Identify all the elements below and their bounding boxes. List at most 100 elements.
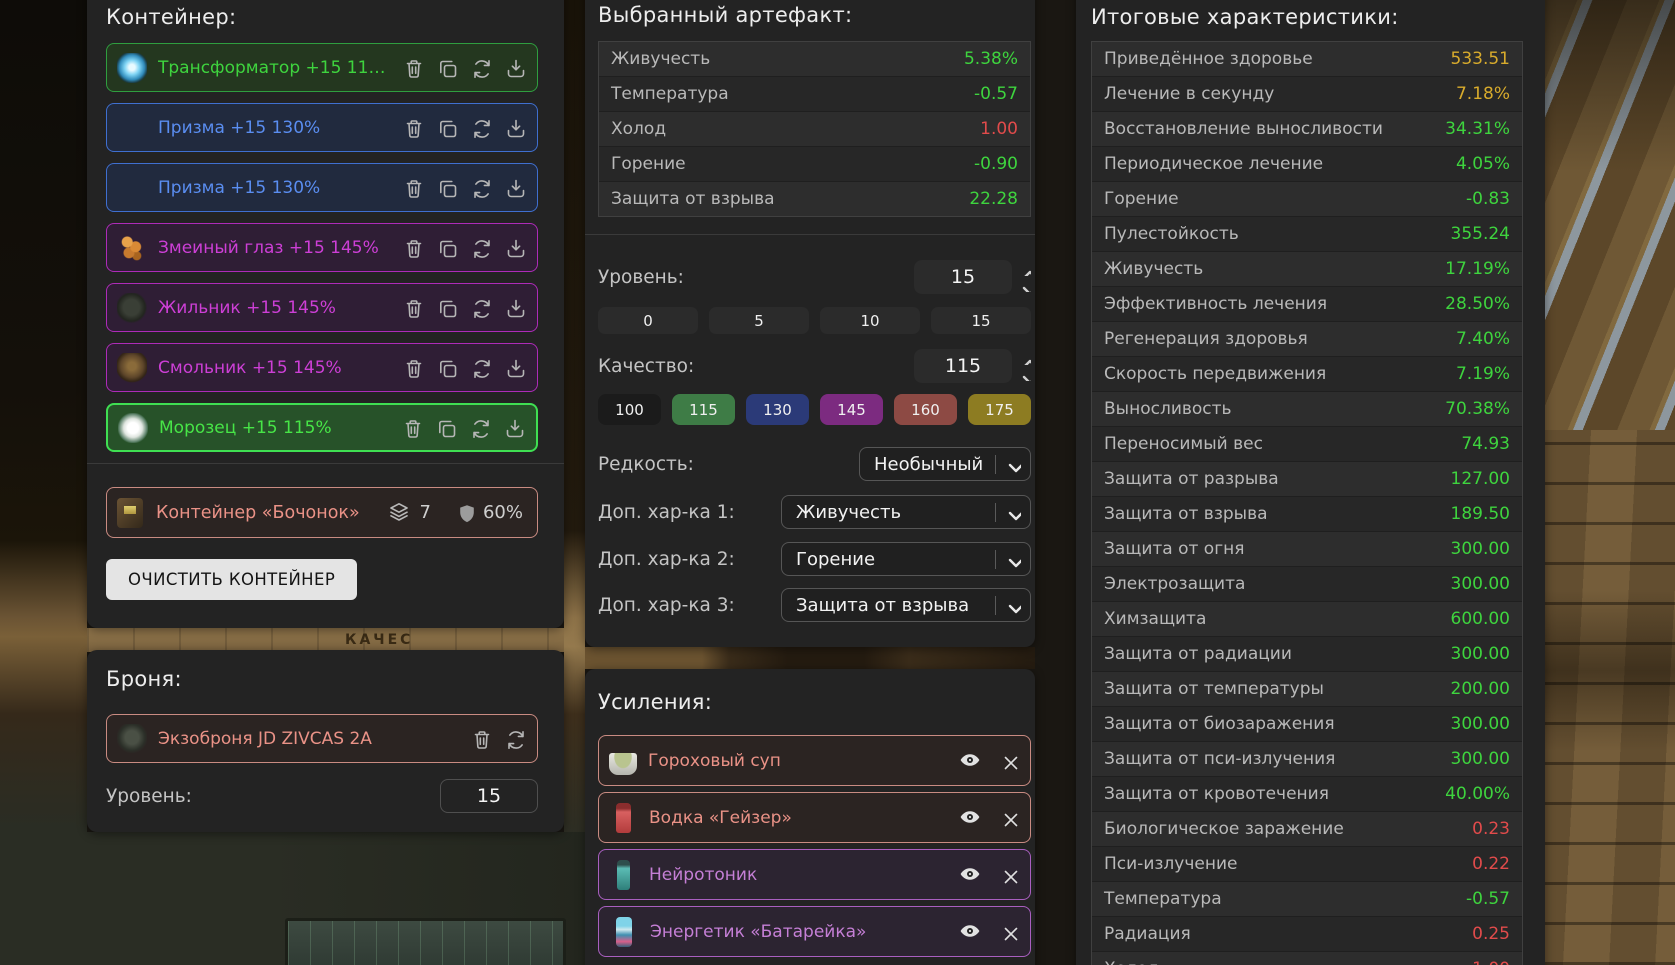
total-row: Температура -0.57 bbox=[1092, 882, 1522, 917]
quality-preset-160[interactable]: 160 bbox=[894, 394, 957, 425]
toggle-visibility-button[interactable] bbox=[958, 748, 983, 773]
copy-item-button[interactable] bbox=[436, 117, 457, 138]
reroll-item-button[interactable] bbox=[470, 57, 491, 78]
delete-armor-button[interactable] bbox=[470, 728, 491, 749]
copy-item-button[interactable] bbox=[436, 297, 457, 318]
reroll-item-button[interactable] bbox=[470, 297, 491, 318]
delete-item-button[interactable] bbox=[402, 357, 423, 378]
load-item-button[interactable] bbox=[504, 177, 525, 198]
quality-preset-100[interactable]: 100 bbox=[598, 394, 661, 425]
refresh-icon bbox=[474, 359, 490, 378]
chevron-down-icon bbox=[1008, 558, 1021, 567]
load-item-button[interactable] bbox=[504, 297, 525, 318]
container-info-row[interactable]: Контейнер «Бочонок» 7 60% bbox=[106, 487, 538, 538]
delete-item-button[interactable] bbox=[402, 57, 423, 78]
chevron-down-icon[interactable] bbox=[1018, 368, 1031, 381]
total-row: Пси-излучение 0.22 bbox=[1092, 847, 1522, 882]
chevron-up-icon[interactable] bbox=[1018, 352, 1031, 365]
quality-preset-115[interactable]: 115 bbox=[672, 394, 735, 425]
boost-vodka-geyser[interactable]: Водка «Гейзер» bbox=[598, 792, 1031, 843]
boost-neurotonic[interactable]: Нейротоник bbox=[598, 849, 1031, 900]
load-item-button[interactable] bbox=[503, 417, 524, 438]
quality-preset-145[interactable]: 145 bbox=[820, 394, 883, 425]
copy-icon bbox=[439, 120, 457, 138]
total-row: Защита от температуры 200.00 bbox=[1092, 672, 1522, 707]
boost-energy-drink[interactable]: Энергетик «Батарейка» bbox=[598, 906, 1031, 957]
background-wood-planks-bottom bbox=[1545, 430, 1675, 965]
remove-boost-button[interactable] bbox=[999, 808, 1018, 827]
refresh-icon bbox=[474, 120, 490, 138]
copy-item-button[interactable] bbox=[436, 57, 457, 78]
container-item-smolnik[interactable]: Смольник +15 145% bbox=[106, 343, 538, 392]
item-label: Трансформатор +15 115% bbox=[158, 57, 391, 78]
copy-icon bbox=[439, 300, 457, 318]
stat-row: Живучесть 5.38% bbox=[599, 42, 1030, 77]
reroll-item-button[interactable] bbox=[470, 357, 491, 378]
delete-item-button[interactable] bbox=[402, 117, 423, 138]
remove-boost-button[interactable] bbox=[999, 751, 1018, 770]
level-preset-10[interactable]: 10 bbox=[820, 307, 920, 334]
copy-item-button[interactable] bbox=[435, 417, 456, 438]
container-item-prism-1[interactable]: Призма +15 130% bbox=[106, 103, 538, 152]
total-row: Защита от радиации 300.00 bbox=[1092, 637, 1522, 672]
toggle-visibility-button[interactable] bbox=[958, 862, 983, 887]
copy-item-button[interactable] bbox=[436, 237, 457, 258]
rarity-dropdown[interactable]: Необычный bbox=[859, 447, 1031, 481]
reroll-armor-button[interactable] bbox=[504, 728, 525, 749]
extra-stat-2-dropdown[interactable]: Горение bbox=[781, 542, 1031, 576]
remove-boost-button[interactable] bbox=[999, 865, 1018, 884]
load-item-button[interactable] bbox=[504, 117, 525, 138]
stat-row: Температура -0.57 bbox=[599, 77, 1030, 112]
container-item-morozets-selected[interactable]: Морозец +15 115% bbox=[106, 403, 538, 452]
boost-pea-soup[interactable]: Гороховый суп bbox=[598, 735, 1031, 786]
total-row: Защита от кровотечения 40.00% bbox=[1092, 777, 1522, 812]
import-icon bbox=[507, 59, 525, 78]
import-icon bbox=[507, 119, 525, 138]
quality-preset-175[interactable]: 175 bbox=[968, 394, 1031, 425]
load-item-button[interactable] bbox=[504, 237, 525, 258]
delete-item-button[interactable] bbox=[402, 237, 423, 258]
extra-stat-1-dropdown[interactable]: Живучесть bbox=[781, 495, 1031, 529]
extra-stat-1-label: Доп. хар-ка 1: bbox=[598, 501, 735, 523]
container-item-transformer[interactable]: Трансформатор +15 115% bbox=[106, 43, 538, 92]
toggle-visibility-button[interactable] bbox=[958, 919, 983, 944]
quality-preset-130[interactable]: 130 bbox=[746, 394, 809, 425]
toggle-visibility-button[interactable] bbox=[958, 805, 983, 830]
container-item-prism-2[interactable]: Призма +15 130% bbox=[106, 163, 538, 212]
background-device bbox=[0, 832, 585, 965]
load-item-button[interactable] bbox=[504, 57, 525, 78]
remove-boost-button[interactable] bbox=[999, 922, 1018, 941]
refresh-icon bbox=[508, 730, 524, 749]
morozets-artifact-icon bbox=[118, 412, 148, 443]
clear-container-button[interactable]: ОЧИСТИТЬ КОНТЕЙНЕР bbox=[106, 559, 358, 600]
container-item-snake-eye[interactable]: Змеиный глаз +15 145% bbox=[106, 223, 538, 272]
copy-item-button[interactable] bbox=[436, 177, 457, 198]
reroll-item-button[interactable] bbox=[470, 117, 491, 138]
reroll-item-button[interactable] bbox=[470, 237, 491, 258]
copy-item-button[interactable] bbox=[436, 357, 457, 378]
delete-item-button[interactable] bbox=[402, 297, 423, 318]
extra-stat-3-dropdown[interactable]: Защита от взрыва bbox=[781, 588, 1031, 622]
armor-item-row[interactable]: Экзоброня JD ZIVCAS 2A bbox=[106, 714, 538, 763]
level-preset-15[interactable]: 15 bbox=[931, 307, 1031, 334]
chevron-up-icon[interactable] bbox=[1018, 263, 1031, 276]
reroll-item-button[interactable] bbox=[470, 177, 491, 198]
background-left bbox=[0, 0, 87, 965]
prism-artifact-icon bbox=[121, 115, 140, 140]
load-item-button[interactable] bbox=[504, 357, 525, 378]
quality-input[interactable]: 115 bbox=[914, 349, 1012, 383]
delete-item-button[interactable] bbox=[401, 417, 422, 438]
exo-armor-icon bbox=[117, 723, 147, 754]
level-input[interactable]: 15 bbox=[914, 260, 1012, 294]
level-preset-5[interactable]: 5 bbox=[709, 307, 809, 334]
reroll-item-button[interactable] bbox=[469, 417, 490, 438]
container-item-zhilnik[interactable]: Жильник +15 145% bbox=[106, 283, 538, 332]
level-preset-0[interactable]: 0 bbox=[598, 307, 698, 334]
armor-level-input[interactable]: 15 bbox=[440, 779, 538, 813]
chevron-down-icon[interactable] bbox=[1018, 279, 1031, 292]
trash-icon bbox=[405, 420, 421, 438]
refresh-icon bbox=[474, 180, 490, 198]
background-crate: КАЧЕС bbox=[87, 628, 564, 652]
chevron-down-icon bbox=[1008, 604, 1021, 613]
delete-item-button[interactable] bbox=[402, 177, 423, 198]
